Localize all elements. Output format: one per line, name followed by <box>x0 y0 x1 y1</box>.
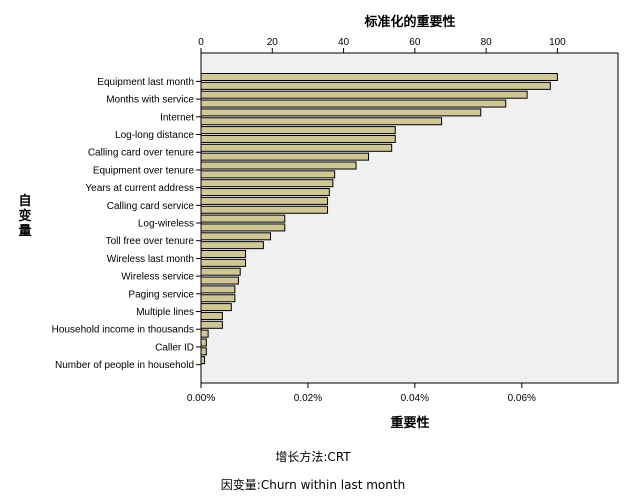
y-axis-title: 自变量 <box>18 193 31 239</box>
bottom-tick-label: 0.04% <box>401 393 429 404</box>
bar <box>200 196 329 205</box>
category-label: Toll free over tenure <box>106 236 195 247</box>
bar <box>200 232 271 241</box>
category-label: Calling card over tenure <box>88 148 195 159</box>
top-tick-label: 20 <box>267 37 279 48</box>
category-label: Years at current address <box>85 183 194 194</box>
top-tick-label: 100 <box>549 37 566 48</box>
bar <box>200 320 223 329</box>
bar <box>200 347 207 356</box>
category-label: Equipment last month <box>97 77 194 88</box>
category-label: Multiple lines <box>136 307 194 318</box>
bar <box>200 294 236 303</box>
category-label: Months with service <box>106 95 194 106</box>
bar <box>200 117 443 126</box>
bar <box>200 223 286 232</box>
bar <box>200 276 239 285</box>
top-tick-label: 0 <box>198 37 204 48</box>
category-label: Wireless service <box>121 272 194 283</box>
bar <box>200 143 393 152</box>
bar <box>200 108 482 117</box>
top-tick-label: 60 <box>409 37 421 48</box>
bar <box>200 126 396 135</box>
bar <box>200 161 357 170</box>
bar <box>200 99 507 108</box>
bar <box>200 179 334 188</box>
bottom-axis-ticks: 0.00% 0.02% 0.04% 0.06% <box>187 383 536 404</box>
bottom-tick-label: 0.06% <box>508 393 536 404</box>
bar <box>200 188 330 197</box>
bar <box>200 214 286 223</box>
category-label: Internet <box>160 112 194 123</box>
bar <box>200 81 551 90</box>
category-label: Number of people in household <box>55 360 194 371</box>
bar <box>200 205 329 214</box>
bar <box>200 250 247 258</box>
top-axis-title: 标准化的重要性 <box>363 14 455 30</box>
bar <box>200 303 232 312</box>
bottom-tick-label: 0.00% <box>187 393 215 404</box>
category-label: Household income in thousands <box>52 325 194 336</box>
bar <box>200 267 241 276</box>
top-tick-label: 80 <box>481 37 493 48</box>
bottom-axis-title: 重要性 <box>390 415 429 431</box>
bar <box>200 73 558 81</box>
category-label: Wireless last month <box>107 254 194 265</box>
category-label: Caller ID <box>155 342 194 353</box>
category-label: Paging service <box>128 289 194 300</box>
top-axis-ticks: 0 20 40 60 80 100 <box>198 37 566 53</box>
bar <box>200 241 264 250</box>
top-tick-label: 40 <box>338 37 350 48</box>
bar <box>200 90 528 99</box>
bar <box>200 311 223 320</box>
bar <box>200 329 209 338</box>
bar <box>200 338 207 347</box>
growth-method-note: 增长方法:CRT <box>275 450 351 464</box>
category-labels: Equipment last month Months with service I… <box>52 77 201 371</box>
category-label: Log-wireless <box>138 219 194 230</box>
category-label: Log-long distance <box>115 130 194 141</box>
bar <box>200 152 370 161</box>
category-label: Calling card service <box>107 201 195 212</box>
dependent-variable-note: 因变量:Churn within last month <box>220 478 406 492</box>
bar <box>200 258 247 267</box>
bar <box>200 134 396 143</box>
bottom-tick-label: 0.02% <box>294 393 322 404</box>
bar <box>200 170 336 179</box>
bars-layer <box>200 73 558 365</box>
bar <box>200 285 236 294</box>
category-label: Equipment over tenure <box>93 165 195 176</box>
bar <box>200 356 206 365</box>
